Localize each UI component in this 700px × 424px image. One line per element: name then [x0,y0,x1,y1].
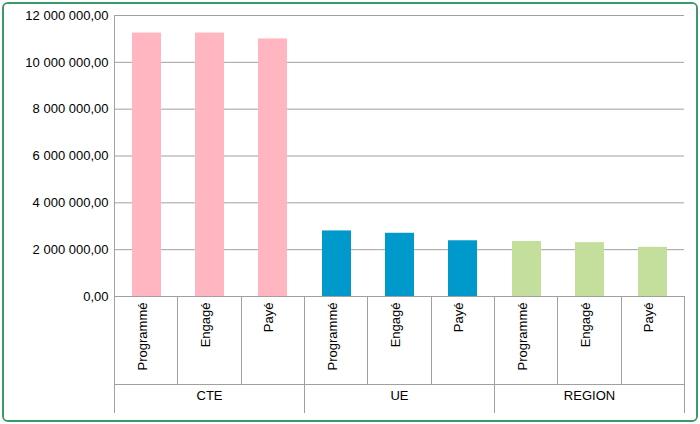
svg-text:0,00: 0,00 [83,289,108,304]
svg-text:UE: UE [390,388,408,403]
svg-text:Programmé: Programmé [515,303,530,371]
svg-text:Payé: Payé [451,303,466,333]
svg-text:Payé: Payé [261,303,276,333]
svg-text:6 000 000,00: 6 000 000,00 [33,148,109,163]
svg-text:4 000 000,00: 4 000 000,00 [33,195,109,210]
svg-text:Engagé: Engagé [198,303,213,348]
svg-text:Programmé: Programmé [135,303,150,371]
svg-text:Engagé: Engagé [388,303,403,348]
svg-text:10 000 000,00: 10 000 000,00 [25,54,108,69]
svg-text:REGION: REGION [564,388,615,403]
svg-text:2 000 000,00: 2 000 000,00 [33,242,109,257]
svg-text:8 000 000,00: 8 000 000,00 [33,101,109,116]
svg-text:12 000 000,00: 12 000 000,00 [25,8,108,23]
svg-text:Engagé: Engagé [578,303,593,348]
svg-text:Programmé: Programmé [325,303,340,371]
svg-text:CTE: CTE [197,388,223,403]
svg-text:Payé: Payé [641,303,656,333]
